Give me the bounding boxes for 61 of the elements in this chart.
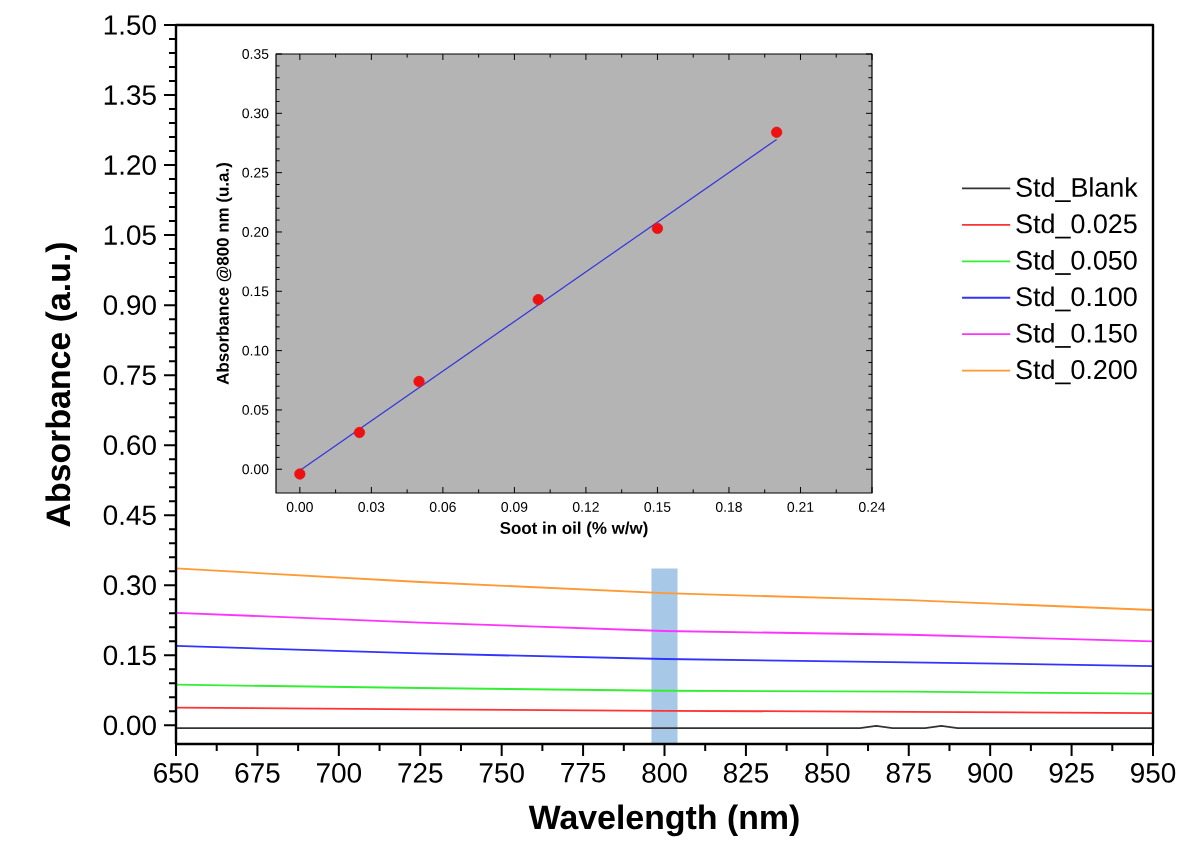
x-tick-label: 0.00 — [286, 502, 313, 512]
y-tick-label: 0.15 — [103, 645, 156, 666]
legend-label: Std_0.150 — [1016, 322, 1137, 348]
x-tick-label: 775 — [561, 763, 606, 783]
y-tick-label: 0.25 — [242, 167, 269, 178]
point — [294, 468, 306, 480]
x-tick-label: 0.18 — [715, 502, 742, 512]
x-tick-label: 675 — [235, 763, 280, 783]
y-tick-label: 0.05 — [242, 405, 269, 415]
legend-label: Std_0.025 — [1016, 213, 1137, 239]
x-tick-label: 0.15 — [644, 502, 671, 512]
x-tick-label: 900 — [968, 763, 1013, 783]
point — [353, 426, 366, 439]
legend-label: Std_Blank — [1016, 177, 1138, 202]
y-tick-label: 0.75 — [103, 365, 156, 386]
y-tick-label: 0.15 — [242, 286, 269, 297]
y-tick-label: 1.35 — [104, 85, 156, 105]
line-series — [176, 567, 1154, 611]
x-tick-label: 0.03 — [358, 502, 385, 512]
x-axis-title: Wavelength (nm) — [528, 804, 799, 837]
point — [532, 294, 544, 306]
x-tick-label: 0.09 — [501, 502, 528, 512]
x-tick-label: 700 — [317, 763, 362, 783]
x-tick-label: 950 — [1131, 763, 1176, 783]
y-tick-label: 1.20 — [104, 155, 156, 175]
line-series — [176, 683, 1154, 695]
y-axis-title: Absorbance @800 nm (u.a.) — [216, 163, 233, 385]
y-tick-label: 0.60 — [103, 435, 156, 456]
x-tick-label: 850 — [805, 763, 850, 783]
y-tick-label: 0.30 — [242, 108, 269, 119]
line-series — [176, 611, 1154, 643]
y-axis-title: Absorbance (a.u.) — [45, 243, 77, 527]
legend-label: Std_0.200 — [1016, 359, 1137, 385]
x-axis-title: Soot in oil (% w/w) — [500, 521, 648, 538]
x-tick-label: 725 — [398, 763, 443, 783]
x-tick-label: 750 — [479, 763, 524, 783]
y-tick-label: 0.00 — [242, 464, 269, 475]
y-tick-label: 0.20 — [242, 227, 269, 237]
y-tick-label: 0.10 — [242, 345, 269, 356]
x-tick-label: 0.21 — [787, 502, 814, 512]
x-tick-label: 0.06 — [429, 502, 456, 512]
y-tick-label: 0.00 — [103, 715, 156, 736]
y-tick-label: 0.35 — [242, 49, 269, 59]
y-tick-label: 1.05 — [104, 225, 156, 245]
legend-label: Std_0.100 — [1016, 286, 1137, 312]
y-tick-label: 0.30 — [103, 575, 156, 596]
point — [651, 222, 664, 235]
x-tick-label: 875 — [886, 763, 931, 783]
x-tick-label: 650 — [154, 763, 199, 783]
point — [413, 375, 425, 388]
x-tick-label: 825 — [723, 763, 769, 783]
y-tick-label: 0.45 — [103, 505, 156, 526]
x-tick-label: 0.12 — [572, 502, 599, 512]
point — [771, 126, 783, 138]
legend-label: Std_0.050 — [1016, 250, 1137, 275]
x-tick-label: 0.24 — [858, 502, 886, 512]
y-tick-label: 0.90 — [103, 295, 156, 316]
x-tick-label: 925 — [1049, 763, 1094, 783]
y-tick-label: 1.50 — [104, 15, 156, 35]
line-series — [176, 645, 1154, 667]
x-tick-label: 800 — [642, 763, 687, 783]
